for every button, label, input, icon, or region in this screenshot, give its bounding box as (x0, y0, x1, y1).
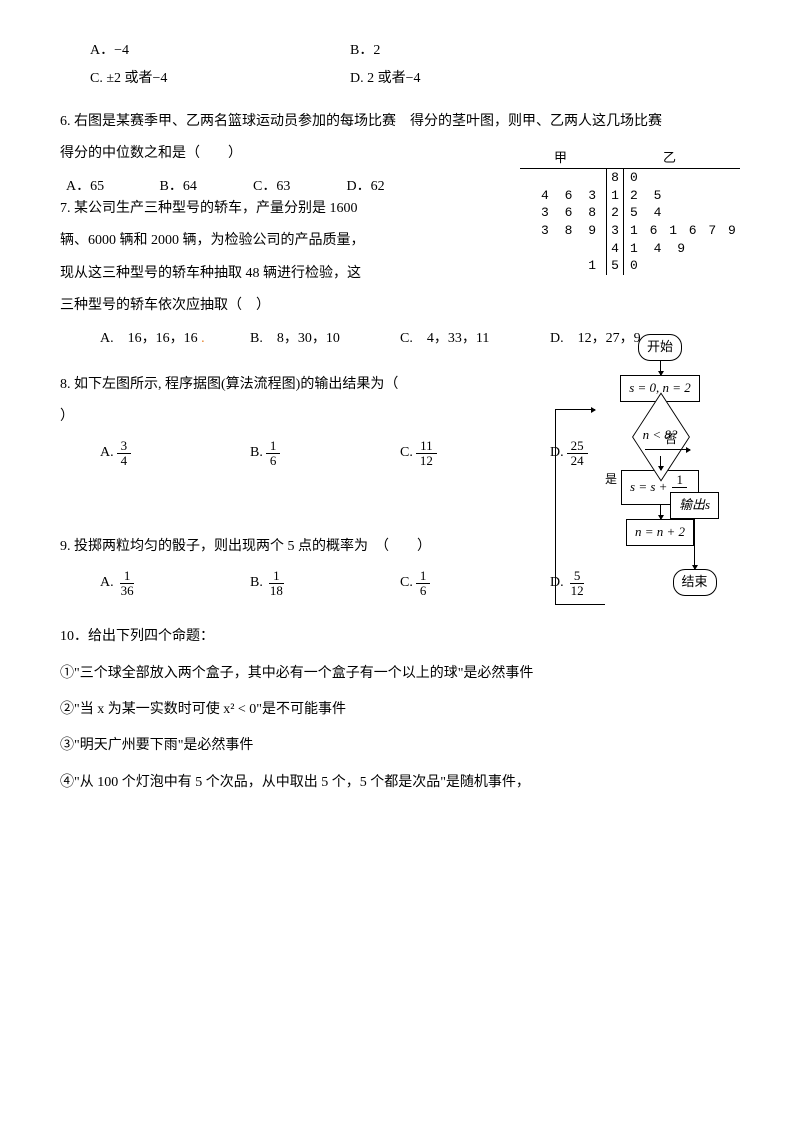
q10: 10．给出下列四个命题： ①"三个球全部放入两个盒子，其中必有一个盒子有一个以上… (60, 626, 740, 794)
loop-arrow-icon (555, 409, 595, 410)
q10-stem: 10．给出下列四个命题： (60, 626, 740, 648)
q10-p4: ④"从 100 个灯泡中有 5 个次品，从中取出 5 个，5 个都是次品"是随机… (60, 772, 740, 794)
q9: 9. 投掷两粒均匀的骰子，则出现两个 5 点的概率为 （ ） A. 136 B.… (60, 536, 740, 606)
q6: 6. 右图是某赛季甲、乙两名篮球运动员参加的每场比赛 得分的茎叶图，则甲、乙两人… (60, 111, 740, 354)
q10-p2: ②"当 x 为某一实数时可使 x² < 0"是不可能事件 (60, 699, 740, 721)
q6-opt-d: D．62 (347, 176, 437, 198)
q8-opt-b: B. 16 (250, 439, 400, 469)
sl-header: 甲 乙 (520, 149, 740, 170)
q9-opt-a: A. 136 (100, 569, 250, 599)
q6-opt-b: B．64 (160, 176, 250, 198)
fc-start: 开始 (638, 334, 682, 361)
flowchart: 开始 s = 0, n = 2 n < 8? s = s + 1n n = n … (540, 334, 750, 546)
q9-opt-c: C. 16 (400, 569, 550, 599)
arrow-down-icon (694, 519, 695, 569)
q7-opt-b: B. 8，30，10 (250, 328, 400, 350)
q10-p1: ①"三个球全部放入两个盒子，其中必有一个盒子有一个以上的球"是必然事件 (60, 663, 740, 685)
loop-line-icon (555, 409, 556, 604)
q9-options: A. 136 B. 118 C. 16 D. 512 (100, 569, 740, 607)
sl-header-right: 乙 (663, 149, 676, 167)
q7-line2: 辆、6000 辆和 2000 辆，为检验公司的产品质量， (60, 230, 380, 252)
sl-rows: 804 6 312 53 6 825 43 8 931 6 1 6 7 941 … (520, 169, 740, 274)
sl-header-left: 甲 (554, 149, 567, 167)
fc-right-branch: 输出s 结束 (670, 432, 719, 596)
arrow-down-icon (660, 361, 661, 375)
q7-opt-c: C. 4，33，11 (400, 328, 550, 350)
orange-dot-icon: . (198, 331, 205, 346)
q8-opt-c: C. 1112 (400, 439, 550, 469)
q7-line3: 现从这三种型号的轿车种抽取 48 辆进行检验，这 (60, 263, 380, 285)
q5-opt-a: A．−4 (90, 40, 350, 62)
q5-opt-c: C. ±2 或者−4 (90, 68, 350, 90)
q6-opt-c: C．63 (253, 176, 343, 198)
loop-line-icon (555, 604, 605, 605)
q7-line4: 三种型号的轿车依次应抽取（ ） (60, 295, 380, 317)
q9-opt-b: B. 118 (250, 569, 400, 599)
arrow-down-icon (660, 505, 661, 519)
fc-end: 结束 (673, 569, 717, 596)
q5-options-row1: A．−4 B．2 (90, 40, 740, 62)
q8-opt-a: A. 34 (100, 439, 250, 469)
q5-options-row2: C. ±2 或者−4 D. 2 或者−4 (90, 68, 740, 90)
fc-output: 输出s (670, 492, 719, 519)
q10-p3: ③"明天广州要下雨"是必然事件 (60, 735, 740, 757)
q6-opt-a: A．65 (66, 176, 156, 198)
q7-line1: 7. 某公司生产三种型号的轿车，产量分别是 1600 (60, 198, 380, 220)
q5-opt-b: B．2 (350, 40, 610, 62)
q8: 8. 如下左图所示, 程序据图(算法流程图)的输出结果为（ ） A. 34 B.… (60, 374, 740, 476)
q8-stem: 8. 如下左图所示, 程序据图(算法流程图)的输出结果为（ (60, 374, 460, 396)
arrow-down-icon (660, 456, 661, 470)
q7-opt-a: A. 16，16，16 . (100, 328, 250, 350)
q6-stem-line1: 6. 右图是某赛季甲、乙两名篮球运动员参加的每场比赛 得分的茎叶图，则甲、乙两人… (60, 111, 740, 133)
q5-opt-d: D. 2 或者−4 (350, 68, 610, 90)
stem-leaf-plot: 甲 乙 804 6 312 53 6 825 43 8 931 6 1 6 7 … (520, 149, 740, 275)
fc-label-yes: 是 (605, 470, 617, 489)
